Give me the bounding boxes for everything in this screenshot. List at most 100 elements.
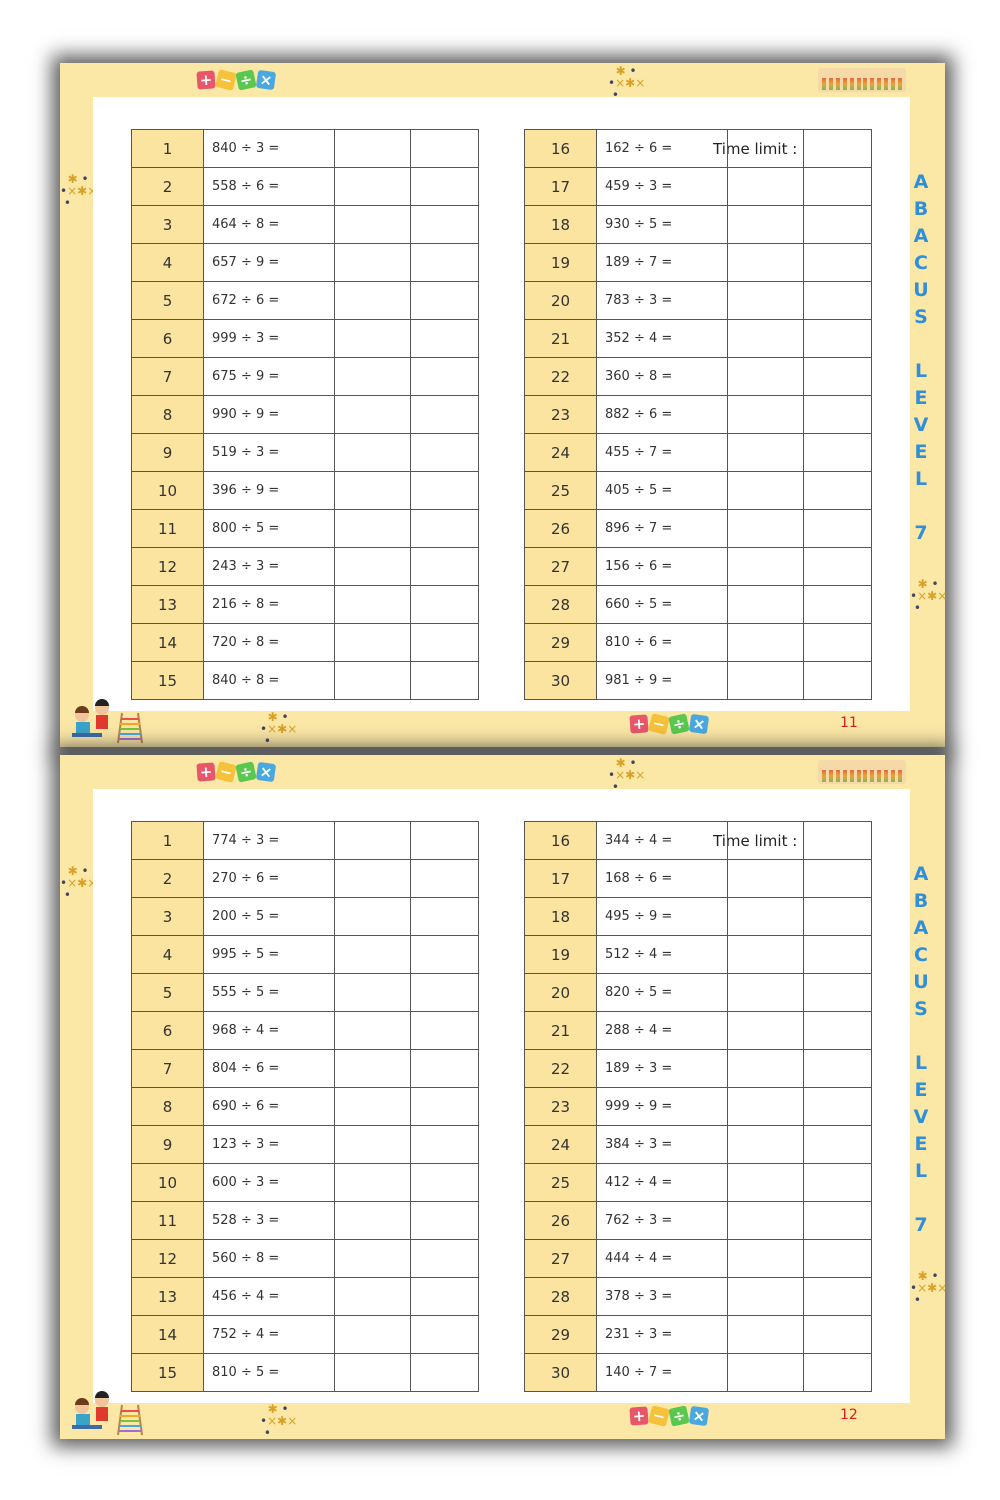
answer-cell[interactable] (803, 935, 872, 974)
answer-cell[interactable] (727, 509, 804, 548)
answer-cell[interactable] (803, 623, 872, 662)
answer-cell[interactable] (803, 471, 872, 510)
answer-cell[interactable] (803, 433, 872, 472)
answer-cell[interactable] (803, 585, 872, 624)
answer-cell[interactable] (334, 1049, 411, 1088)
answer-cell[interactable] (334, 1163, 411, 1202)
answer-cell[interactable] (410, 319, 479, 358)
answer-cell[interactable] (410, 433, 479, 472)
answer-cell[interactable] (803, 129, 872, 168)
answer-cell[interactable] (803, 205, 872, 244)
answer-cell[interactable] (727, 1201, 804, 1240)
answer-cell[interactable] (727, 319, 804, 358)
answer-cell[interactable] (334, 129, 411, 168)
answer-cell[interactable] (410, 205, 479, 244)
answer-cell[interactable] (410, 129, 479, 168)
answer-cell[interactable] (727, 167, 804, 206)
answer-cell[interactable] (334, 935, 411, 974)
answer-cell[interactable] (334, 1087, 411, 1126)
answer-cell[interactable] (803, 1087, 872, 1126)
answer-cell[interactable] (803, 1163, 872, 1202)
answer-cell[interactable] (334, 357, 411, 396)
answer-cell[interactable] (334, 859, 411, 898)
answer-cell[interactable] (334, 243, 411, 282)
answer-cell[interactable] (334, 167, 411, 206)
answer-cell[interactable] (334, 1201, 411, 1240)
answer-cell[interactable] (727, 1087, 804, 1126)
answer-cell[interactable] (334, 395, 411, 434)
answer-cell[interactable] (334, 319, 411, 358)
answer-cell[interactable] (410, 1087, 479, 1126)
answer-cell[interactable] (803, 821, 872, 860)
answer-cell[interactable] (727, 1125, 804, 1164)
answer-cell[interactable] (410, 1315, 479, 1354)
answer-cell[interactable] (727, 1353, 804, 1392)
answer-cell[interactable] (727, 357, 804, 396)
answer-cell[interactable] (803, 661, 872, 700)
answer-cell[interactable] (334, 1011, 411, 1050)
answer-cell[interactable] (803, 973, 872, 1012)
answer-cell[interactable] (803, 1049, 872, 1088)
answer-cell[interactable] (410, 243, 479, 282)
answer-cell[interactable] (334, 821, 411, 860)
answer-cell[interactable] (803, 319, 872, 358)
answer-cell[interactable] (803, 1239, 872, 1278)
answer-cell[interactable] (803, 897, 872, 936)
answer-cell[interactable] (803, 281, 872, 320)
answer-cell[interactable] (803, 547, 872, 586)
answer-cell[interactable] (334, 281, 411, 320)
answer-cell[interactable] (803, 243, 872, 282)
answer-cell[interactable] (410, 821, 479, 860)
answer-cell[interactable] (334, 509, 411, 548)
answer-cell[interactable] (334, 1277, 411, 1316)
answer-cell[interactable] (410, 357, 479, 396)
answer-cell[interactable] (410, 1277, 479, 1316)
answer-cell[interactable] (410, 395, 479, 434)
answer-cell[interactable] (410, 973, 479, 1012)
answer-cell[interactable] (727, 1011, 804, 1050)
answer-cell[interactable] (334, 1353, 411, 1392)
answer-cell[interactable] (727, 973, 804, 1012)
answer-cell[interactable] (410, 1353, 479, 1392)
answer-cell[interactable] (410, 1049, 479, 1088)
answer-cell[interactable] (727, 1049, 804, 1088)
answer-cell[interactable] (727, 859, 804, 898)
answer-cell[interactable] (410, 1163, 479, 1202)
answer-cell[interactable] (334, 1239, 411, 1278)
answer-cell[interactable] (334, 897, 411, 936)
answer-cell[interactable] (334, 623, 411, 662)
answer-cell[interactable] (727, 395, 804, 434)
answer-cell[interactable] (803, 357, 872, 396)
answer-cell[interactable] (727, 471, 804, 510)
answer-cell[interactable] (727, 1315, 804, 1354)
answer-cell[interactable] (803, 859, 872, 898)
answer-cell[interactable] (410, 281, 479, 320)
answer-cell[interactable] (803, 1011, 872, 1050)
answer-cell[interactable] (334, 1125, 411, 1164)
answer-cell[interactable] (803, 395, 872, 434)
answer-cell[interactable] (803, 1277, 872, 1316)
answer-cell[interactable] (727, 585, 804, 624)
answer-cell[interactable] (727, 547, 804, 586)
answer-cell[interactable] (727, 897, 804, 936)
answer-cell[interactable] (334, 471, 411, 510)
answer-cell[interactable] (803, 509, 872, 548)
answer-cell[interactable] (727, 1163, 804, 1202)
answer-cell[interactable] (334, 585, 411, 624)
answer-cell[interactable] (410, 623, 479, 662)
answer-cell[interactable] (410, 1201, 479, 1240)
answer-cell[interactable] (410, 471, 479, 510)
answer-cell[interactable] (410, 935, 479, 974)
answer-cell[interactable] (410, 1011, 479, 1050)
answer-cell[interactable] (727, 1277, 804, 1316)
answer-cell[interactable] (410, 897, 479, 936)
answer-cell[interactable] (334, 661, 411, 700)
answer-cell[interactable] (727, 281, 804, 320)
answer-cell[interactable] (727, 243, 804, 282)
answer-cell[interactable] (334, 547, 411, 586)
answer-cell[interactable] (334, 1315, 411, 1354)
answer-cell[interactable] (803, 1201, 872, 1240)
answer-cell[interactable] (334, 973, 411, 1012)
answer-cell[interactable] (410, 859, 479, 898)
answer-cell[interactable] (410, 509, 479, 548)
